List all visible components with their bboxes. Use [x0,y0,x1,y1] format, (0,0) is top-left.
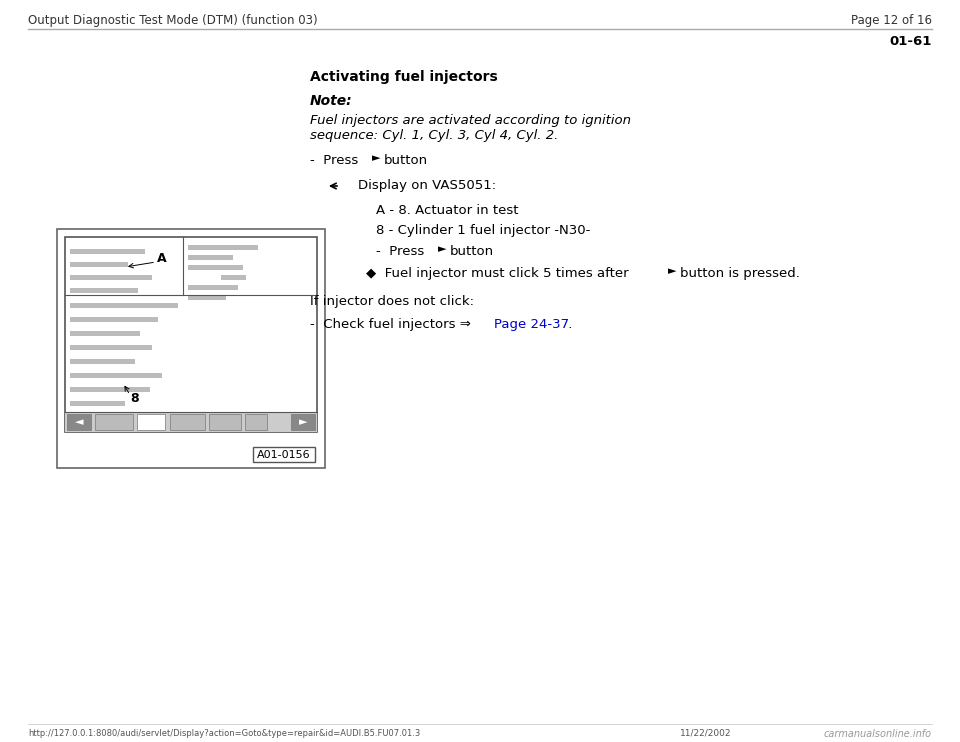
Text: ►: ► [668,266,677,276]
Bar [188,285,238,290]
Text: http://127.0.0.1:8080/audi/servlet/Display?action=Goto&type=repair&id=AUDI.B5.FU: http://127.0.0.1:8080/audi/servlet/Displ… [28,729,420,738]
Text: button: button [450,245,494,258]
Bar [95,414,133,430]
Text: A - 8. Actuator in test: A - 8. Actuator in test [376,204,518,217]
Bar [188,255,233,260]
Text: A01-0156: A01-0156 [257,450,311,459]
Bar [209,414,241,430]
Bar [57,229,325,468]
Text: Page 24-37: Page 24-37 [494,318,569,331]
Text: carmanualsonline.info: carmanualsonline.info [824,729,932,739]
Text: A: A [157,252,167,266]
Bar [70,373,162,378]
Text: button is pressed.: button is pressed. [680,267,800,280]
Text: ►: ► [299,417,307,427]
Bar [65,237,317,432]
Text: sequence: Cyl. 1, Cyl. 3, Cyl 4, Cyl. 2.: sequence: Cyl. 1, Cyl. 3, Cyl 4, Cyl. 2. [310,129,559,142]
Bar [170,414,205,430]
Text: 11/22/2002: 11/22/2002 [680,729,732,738]
Text: Activating fuel injectors: Activating fuel injectors [310,70,497,84]
Bar [221,275,246,280]
Bar [70,317,158,322]
Bar [70,288,138,293]
Bar [70,249,145,254]
Text: ►: ► [438,244,446,254]
Bar [70,359,135,364]
Bar [70,331,140,336]
Bar [67,414,91,430]
Text: If injector does not click:: If injector does not click: [310,295,474,308]
Text: ►: ► [372,153,380,163]
Bar [70,345,152,350]
Bar [65,412,317,432]
Bar [188,265,243,270]
Text: Output Diagnostic Test Mode (DTM) (function 03): Output Diagnostic Test Mode (DTM) (funct… [28,14,318,27]
Bar [291,414,315,430]
Bar [70,262,128,267]
Text: .: . [564,318,572,331]
Bar [70,275,152,280]
Text: 01-61: 01-61 [890,35,932,48]
Text: button: button [384,154,428,167]
Bar [70,303,178,308]
Text: -  Check fuel injectors ⇒: - Check fuel injectors ⇒ [310,318,475,331]
Text: Page 12 of 16: Page 12 of 16 [851,14,932,27]
Bar [137,414,165,430]
Bar [245,414,267,430]
Bar [70,387,150,392]
Text: Display on VAS5051:: Display on VAS5051: [358,179,496,192]
Text: Fuel injectors are activated according to ignition: Fuel injectors are activated according t… [310,114,631,127]
Bar [188,295,226,300]
Text: 8 - Cylinder 1 fuel injector -N30-: 8 - Cylinder 1 fuel injector -N30- [376,224,590,237]
Bar [188,245,258,250]
Bar [253,447,315,462]
Text: -  Press: - Press [376,245,428,258]
Text: Note:: Note: [310,94,352,108]
Text: 8: 8 [131,393,139,405]
Text: ◆  Fuel injector must click 5 times after: ◆ Fuel injector must click 5 times after [366,267,633,280]
Bar [70,401,125,406]
Text: ◄: ◄ [75,417,84,427]
Text: -  Press: - Press [310,154,363,167]
